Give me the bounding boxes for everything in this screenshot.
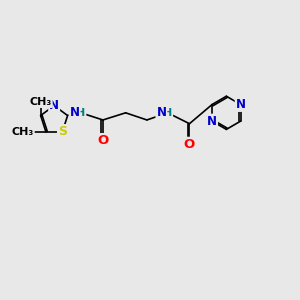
Text: N: N: [207, 115, 217, 128]
Text: H: H: [163, 108, 172, 118]
Text: O: O: [184, 138, 195, 151]
Text: S: S: [58, 125, 67, 138]
Text: N: N: [156, 106, 167, 119]
Text: N: N: [70, 106, 80, 119]
Text: O: O: [97, 134, 109, 147]
Text: N: N: [49, 99, 59, 112]
Text: CH₃: CH₃: [29, 97, 52, 107]
Text: CH₃: CH₃: [11, 127, 34, 136]
Text: N: N: [236, 98, 246, 111]
Text: H: H: [76, 108, 86, 118]
